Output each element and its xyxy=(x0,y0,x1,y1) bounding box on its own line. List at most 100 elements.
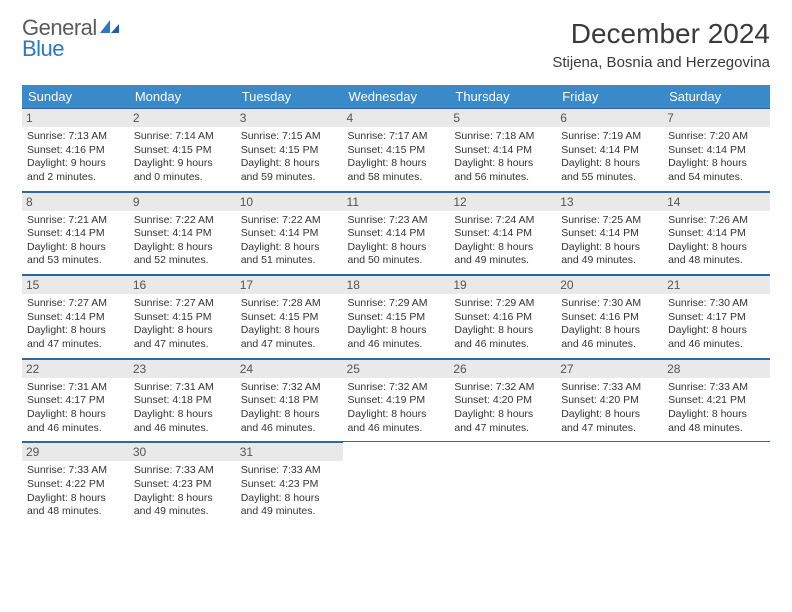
calendar-cell: 1 Sunrise: 7:13 AMSunset: 4:16 PMDaylight… xyxy=(22,108,129,191)
weekday-header: Sunday xyxy=(22,85,129,108)
day-info: Sunrise: 7:23 AMSunset: 4:14 PMDaylight:… xyxy=(348,214,445,269)
logo-sail-icon xyxy=(99,19,121,35)
day-number: 3 xyxy=(236,108,343,127)
day-number: 1 xyxy=(22,108,129,127)
calendar-cell: 29 Sunrise: 7:33 AMSunset: 4:22 PMDayligh… xyxy=(22,442,129,525)
calendar-cell: .. xyxy=(449,442,556,525)
calendar-cell: 11 Sunrise: 7:23 AMSunset: 4:14 PMDayligh… xyxy=(343,191,450,275)
calendar-row: 22 Sunrise: 7:31 AMSunset: 4:17 PMDayligh… xyxy=(22,358,770,442)
day-info: Sunrise: 7:21 AMSunset: 4:14 PMDaylight:… xyxy=(27,214,124,269)
day-number: 28 xyxy=(663,359,770,378)
logo: General Blue xyxy=(22,18,121,60)
day-info: Sunrise: 7:33 AMSunset: 4:22 PMDaylight:… xyxy=(27,464,124,519)
day-number: 15 xyxy=(22,275,129,294)
calendar-cell: 8 Sunrise: 7:21 AMSunset: 4:14 PMDaylight… xyxy=(22,191,129,275)
calendar-cell: 23 Sunrise: 7:31 AMSunset: 4:18 PMDayligh… xyxy=(129,358,236,442)
calendar-cell: 5 Sunrise: 7:18 AMSunset: 4:14 PMDaylight… xyxy=(449,108,556,191)
day-number: 10 xyxy=(236,192,343,211)
day-number: 26 xyxy=(449,359,556,378)
day-number: 31 xyxy=(236,442,343,461)
weekday-header: Monday xyxy=(129,85,236,108)
day-info: Sunrise: 7:29 AMSunset: 4:16 PMDaylight:… xyxy=(454,297,551,352)
calendar-cell: 26Sunrise: 7:32 AMSunset: 4:20 PMDayligh… xyxy=(449,358,556,442)
day-info: Sunrise: 7:17 AMSunset: 4:15 PMDaylight:… xyxy=(348,130,445,185)
calendar-row: 29 Sunrise: 7:33 AMSunset: 4:22 PMDayligh… xyxy=(22,442,770,525)
title-block: December 2024 Stijena, Bosnia and Herzeg… xyxy=(552,18,770,71)
day-number: 19 xyxy=(449,275,556,294)
calendar-cell: 21 Sunrise: 7:30 AMSunset: 4:17 PMDayligh… xyxy=(663,275,770,359)
calendar-body: 1 Sunrise: 7:13 AMSunset: 4:16 PMDaylight… xyxy=(22,108,770,525)
month-title: December 2024 xyxy=(552,18,770,50)
day-info: Sunrise: 7:30 AMSunset: 4:16 PMDaylight:… xyxy=(561,297,658,352)
day-info: Sunrise: 7:19 AMSunset: 4:14 PMDaylight:… xyxy=(561,130,658,185)
logo-word-blue: Blue xyxy=(22,36,64,61)
location: Stijena, Bosnia and Herzegovina xyxy=(552,54,770,71)
day-number: 20 xyxy=(556,275,663,294)
day-number: 22 xyxy=(22,359,129,378)
day-number: 25 xyxy=(343,359,450,378)
day-number: 9 xyxy=(129,192,236,211)
calendar-cell: 28 Sunrise: 7:33 AMSunset: 4:21 PMDayligh… xyxy=(663,358,770,442)
day-info: Sunrise: 7:15 AMSunset: 4:15 PMDaylight:… xyxy=(241,130,338,185)
calendar-cell: 7Sunrise: 7:20 AMSunset: 4:14 PMDaylight… xyxy=(663,108,770,191)
calendar-cell: 19 Sunrise: 7:29 AMSunset: 4:16 PMDayligh… xyxy=(449,275,556,359)
day-number: 27 xyxy=(556,359,663,378)
weekday-header: Tuesday xyxy=(236,85,343,108)
calendar-row: 8 Sunrise: 7:21 AMSunset: 4:14 PMDaylight… xyxy=(22,191,770,275)
calendar-cell: 6 Sunrise: 7:19 AMSunset: 4:14 PMDaylight… xyxy=(556,108,663,191)
calendar-cell: 10Sunrise: 7:22 AMSunset: 4:14 PMDayligh… xyxy=(236,191,343,275)
calendar-cell: .. xyxy=(663,442,770,525)
day-number: 8 xyxy=(22,192,129,211)
calendar-cell: 25Sunrise: 7:32 AMSunset: 4:19 PMDayligh… xyxy=(343,358,450,442)
day-info: Sunrise: 7:24 AMSunset: 4:14 PMDaylight:… xyxy=(454,214,551,269)
day-number: 21 xyxy=(663,275,770,294)
day-number: 6 xyxy=(556,108,663,127)
calendar-cell: 2Sunrise: 7:14 AMSunset: 4:15 PMDaylight… xyxy=(129,108,236,191)
day-info: Sunrise: 7:31 AMSunset: 4:17 PMDaylight:… xyxy=(27,381,124,436)
day-info: Sunrise: 7:13 AMSunset: 4:16 PMDaylight:… xyxy=(27,130,124,185)
day-info: Sunrise: 7:33 AMSunset: 4:23 PMDaylight:… xyxy=(134,464,231,519)
calendar-cell: 18 Sunrise: 7:29 AMSunset: 4:15 PMDayligh… xyxy=(343,275,450,359)
logo-text: General Blue xyxy=(22,18,121,60)
day-number: 17 xyxy=(236,275,343,294)
day-info: Sunrise: 7:14 AMSunset: 4:15 PMDaylight:… xyxy=(134,130,231,185)
calendar-cell: 27Sunrise: 7:33 AMSunset: 4:20 PMDayligh… xyxy=(556,358,663,442)
calendar-cell: .. xyxy=(343,442,450,525)
calendar-cell: 3 Sunrise: 7:15 AMSunset: 4:15 PMDaylight… xyxy=(236,108,343,191)
day-number: 30 xyxy=(129,442,236,461)
calendar-cell: 13Sunrise: 7:25 AMSunset: 4:14 PMDayligh… xyxy=(556,191,663,275)
day-info: Sunrise: 7:28 AMSunset: 4:15 PMDaylight:… xyxy=(241,297,338,352)
weekday-header: Thursday xyxy=(449,85,556,108)
calendar-head: SundayMondayTuesdayWednesdayThursdayFrid… xyxy=(22,85,770,108)
calendar-cell: 24Sunrise: 7:32 AMSunset: 4:18 PMDayligh… xyxy=(236,358,343,442)
weekday-header: Saturday xyxy=(663,85,770,108)
calendar-cell: 9 Sunrise: 7:22 AMSunset: 4:14 PMDaylight… xyxy=(129,191,236,275)
day-number: 18 xyxy=(343,275,450,294)
day-number: 5 xyxy=(449,108,556,127)
day-info: Sunrise: 7:29 AMSunset: 4:15 PMDaylight:… xyxy=(348,297,445,352)
day-info: Sunrise: 7:27 AMSunset: 4:15 PMDaylight:… xyxy=(134,297,231,352)
day-number: 11 xyxy=(343,192,450,211)
calendar-cell: 20 Sunrise: 7:30 AMSunset: 4:16 PMDayligh… xyxy=(556,275,663,359)
calendar-cell: 22 Sunrise: 7:31 AMSunset: 4:17 PMDayligh… xyxy=(22,358,129,442)
day-info: Sunrise: 7:30 AMSunset: 4:17 PMDaylight:… xyxy=(668,297,765,352)
day-info: Sunrise: 7:31 AMSunset: 4:18 PMDaylight:… xyxy=(134,381,231,436)
calendar-cell: 12 Sunrise: 7:24 AMSunset: 4:14 PMDayligh… xyxy=(449,191,556,275)
header: General Blue December 2024 Stijena, Bosn… xyxy=(22,18,770,71)
day-info: Sunrise: 7:20 AMSunset: 4:14 PMDaylight:… xyxy=(668,130,765,185)
day-number: 13 xyxy=(556,192,663,211)
day-info: Sunrise: 7:33 AMSunset: 4:21 PMDaylight:… xyxy=(668,381,765,436)
calendar-cell: 14Sunrise: 7:26 AMSunset: 4:14 PMDayligh… xyxy=(663,191,770,275)
day-info: Sunrise: 7:22 AMSunset: 4:14 PMDaylight:… xyxy=(134,214,231,269)
calendar-cell: 17 Sunrise: 7:28 AMSunset: 4:15 PMDayligh… xyxy=(236,275,343,359)
day-number: 23 xyxy=(129,359,236,378)
day-info: Sunrise: 7:32 AMSunset: 4:18 PMDaylight:… xyxy=(241,381,338,436)
calendar-row: 15 Sunrise: 7:27 AMSunset: 4:14 PMDayligh… xyxy=(22,275,770,359)
day-info: Sunrise: 7:18 AMSunset: 4:14 PMDaylight:… xyxy=(454,130,551,185)
day-info: Sunrise: 7:27 AMSunset: 4:14 PMDaylight:… xyxy=(27,297,124,352)
calendar-cell: 4Sunrise: 7:17 AMSunset: 4:15 PMDaylight… xyxy=(343,108,450,191)
day-info: Sunrise: 7:33 AMSunset: 4:23 PMDaylight:… xyxy=(241,464,338,519)
day-number: 29 xyxy=(22,442,129,461)
calendar-cell: 16Sunrise: 7:27 AMSunset: 4:15 PMDayligh… xyxy=(129,275,236,359)
day-number: 12 xyxy=(449,192,556,211)
